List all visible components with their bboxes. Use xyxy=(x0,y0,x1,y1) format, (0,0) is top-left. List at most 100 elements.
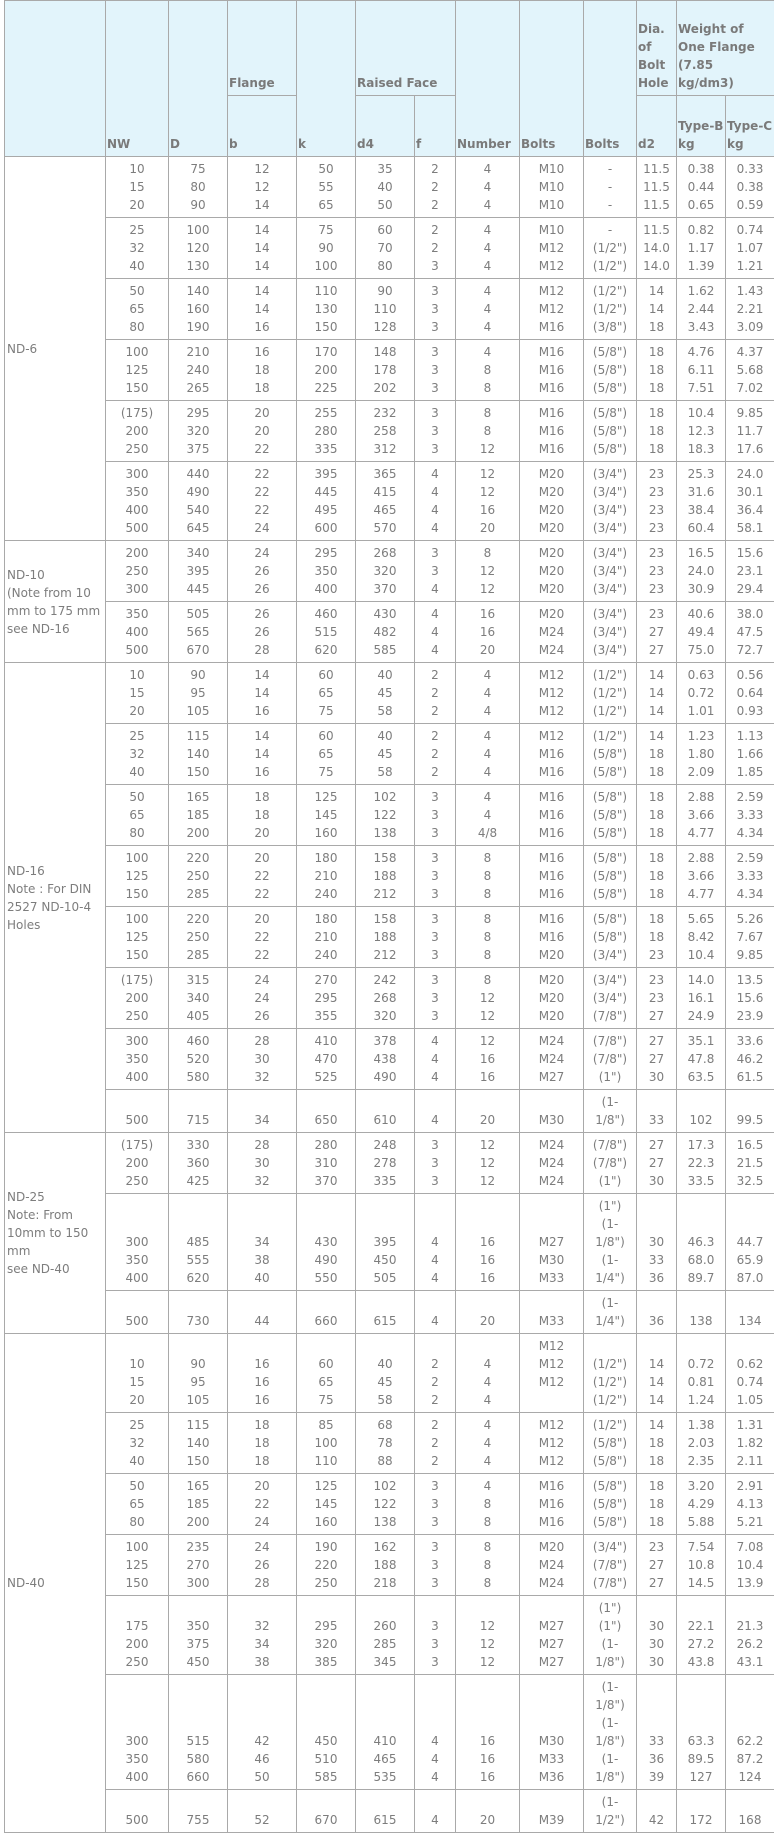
cell-value: 33 xyxy=(638,1111,675,1129)
cell-value: 105 xyxy=(170,702,226,720)
cell-value: 158 xyxy=(357,910,413,928)
cell-value: 18 xyxy=(229,379,295,397)
cell-value: 178 xyxy=(357,361,413,379)
cell-value: 172 xyxy=(678,1811,724,1829)
cell-value: 540 xyxy=(170,501,226,519)
header-b: b xyxy=(228,96,297,157)
cell-f: 4 xyxy=(415,1291,456,1334)
cell-value: 8.42 xyxy=(678,928,724,946)
cell-value: 450 xyxy=(170,1653,226,1671)
cell-value: 400 xyxy=(107,1768,167,1786)
cell-value: 23 xyxy=(638,580,675,598)
cell-value: 1.31 xyxy=(727,1416,773,1434)
cell-value: 255 xyxy=(298,404,354,422)
cell-type-b: 138 xyxy=(677,1291,726,1334)
cell-value: 160 xyxy=(298,1513,354,1531)
cell-value: 18 xyxy=(638,379,675,397)
cell-value: 14.5 xyxy=(678,1574,724,1592)
cell-value: M16 xyxy=(521,404,582,422)
cell-value: 32 xyxy=(107,745,167,763)
cell-value: 40 xyxy=(357,666,413,684)
cell-value: (5/8") xyxy=(585,1477,635,1495)
cell-value: - xyxy=(585,178,635,196)
cell-value: 14 xyxy=(638,282,675,300)
cell-value: 14 xyxy=(229,745,295,763)
cell-value: M16 xyxy=(521,824,582,842)
cell-value: 4.29 xyxy=(678,1495,724,1513)
cell-value: 270 xyxy=(298,971,354,989)
cell-value: 160 xyxy=(298,824,354,842)
cell-value: 0.82 xyxy=(678,221,724,239)
cell-value: (3/4") xyxy=(585,465,635,483)
cell-value: (1- xyxy=(585,1215,635,1233)
cell-value: 16 xyxy=(229,343,295,361)
cell-value: (3/4") xyxy=(585,562,635,580)
cell-value: 430 xyxy=(357,605,413,623)
cell-value: 11.5 xyxy=(638,160,675,178)
cell-value: 320 xyxy=(357,1007,413,1025)
cell-f: 4 xyxy=(415,1790,456,1833)
cell-value: 14 xyxy=(638,702,675,720)
cell-bolts-inch: (1-1/4") xyxy=(584,1291,637,1334)
cell-value: 220 xyxy=(170,849,226,867)
cell-bolts-inch: -(1/2")(1/2") xyxy=(584,218,637,279)
cell-value: (5/8") xyxy=(585,763,635,781)
cell-d: 755 xyxy=(169,1790,228,1833)
cell-value: 4 xyxy=(416,1732,454,1750)
cell-value: 27 xyxy=(638,1574,675,1592)
cell-value: M12 xyxy=(521,727,582,745)
cell-value: 125 xyxy=(107,361,167,379)
cell-value: 0.38 xyxy=(727,178,773,196)
cell-value: (5/8") xyxy=(585,1434,635,1452)
cell-value: M16 xyxy=(521,440,582,458)
cell-value: M20 xyxy=(521,971,582,989)
cell-value: 35.1 xyxy=(678,1032,724,1050)
cell-value: 200 xyxy=(107,544,167,562)
cell-value: M24 xyxy=(521,1556,582,1574)
cell-value: 2 xyxy=(416,1452,454,1470)
cell-value: 110 xyxy=(298,282,354,300)
cell-value: 130 xyxy=(170,257,226,275)
cell-value: 32 xyxy=(107,1434,167,1452)
cell-value: 127 xyxy=(678,1768,724,1786)
cell-bolts-inch: (1/2")(1/2")(1/2") xyxy=(584,663,637,724)
cell-value: 350 xyxy=(107,1050,167,1068)
cell-value: 520 xyxy=(170,1050,226,1068)
cell-value: 128 xyxy=(357,318,413,336)
cell-value: 14 xyxy=(229,684,295,702)
cell-value: 2.59 xyxy=(727,788,773,806)
cell-value: 200 xyxy=(170,1513,226,1531)
cell-value: M20 xyxy=(521,519,582,537)
cell-value: M24 xyxy=(521,623,582,641)
cell-value: 18 xyxy=(638,788,675,806)
cell-value: 1.05 xyxy=(727,1391,773,1409)
cell-value: 300 xyxy=(107,465,167,483)
cell-value: 18 xyxy=(638,910,675,928)
